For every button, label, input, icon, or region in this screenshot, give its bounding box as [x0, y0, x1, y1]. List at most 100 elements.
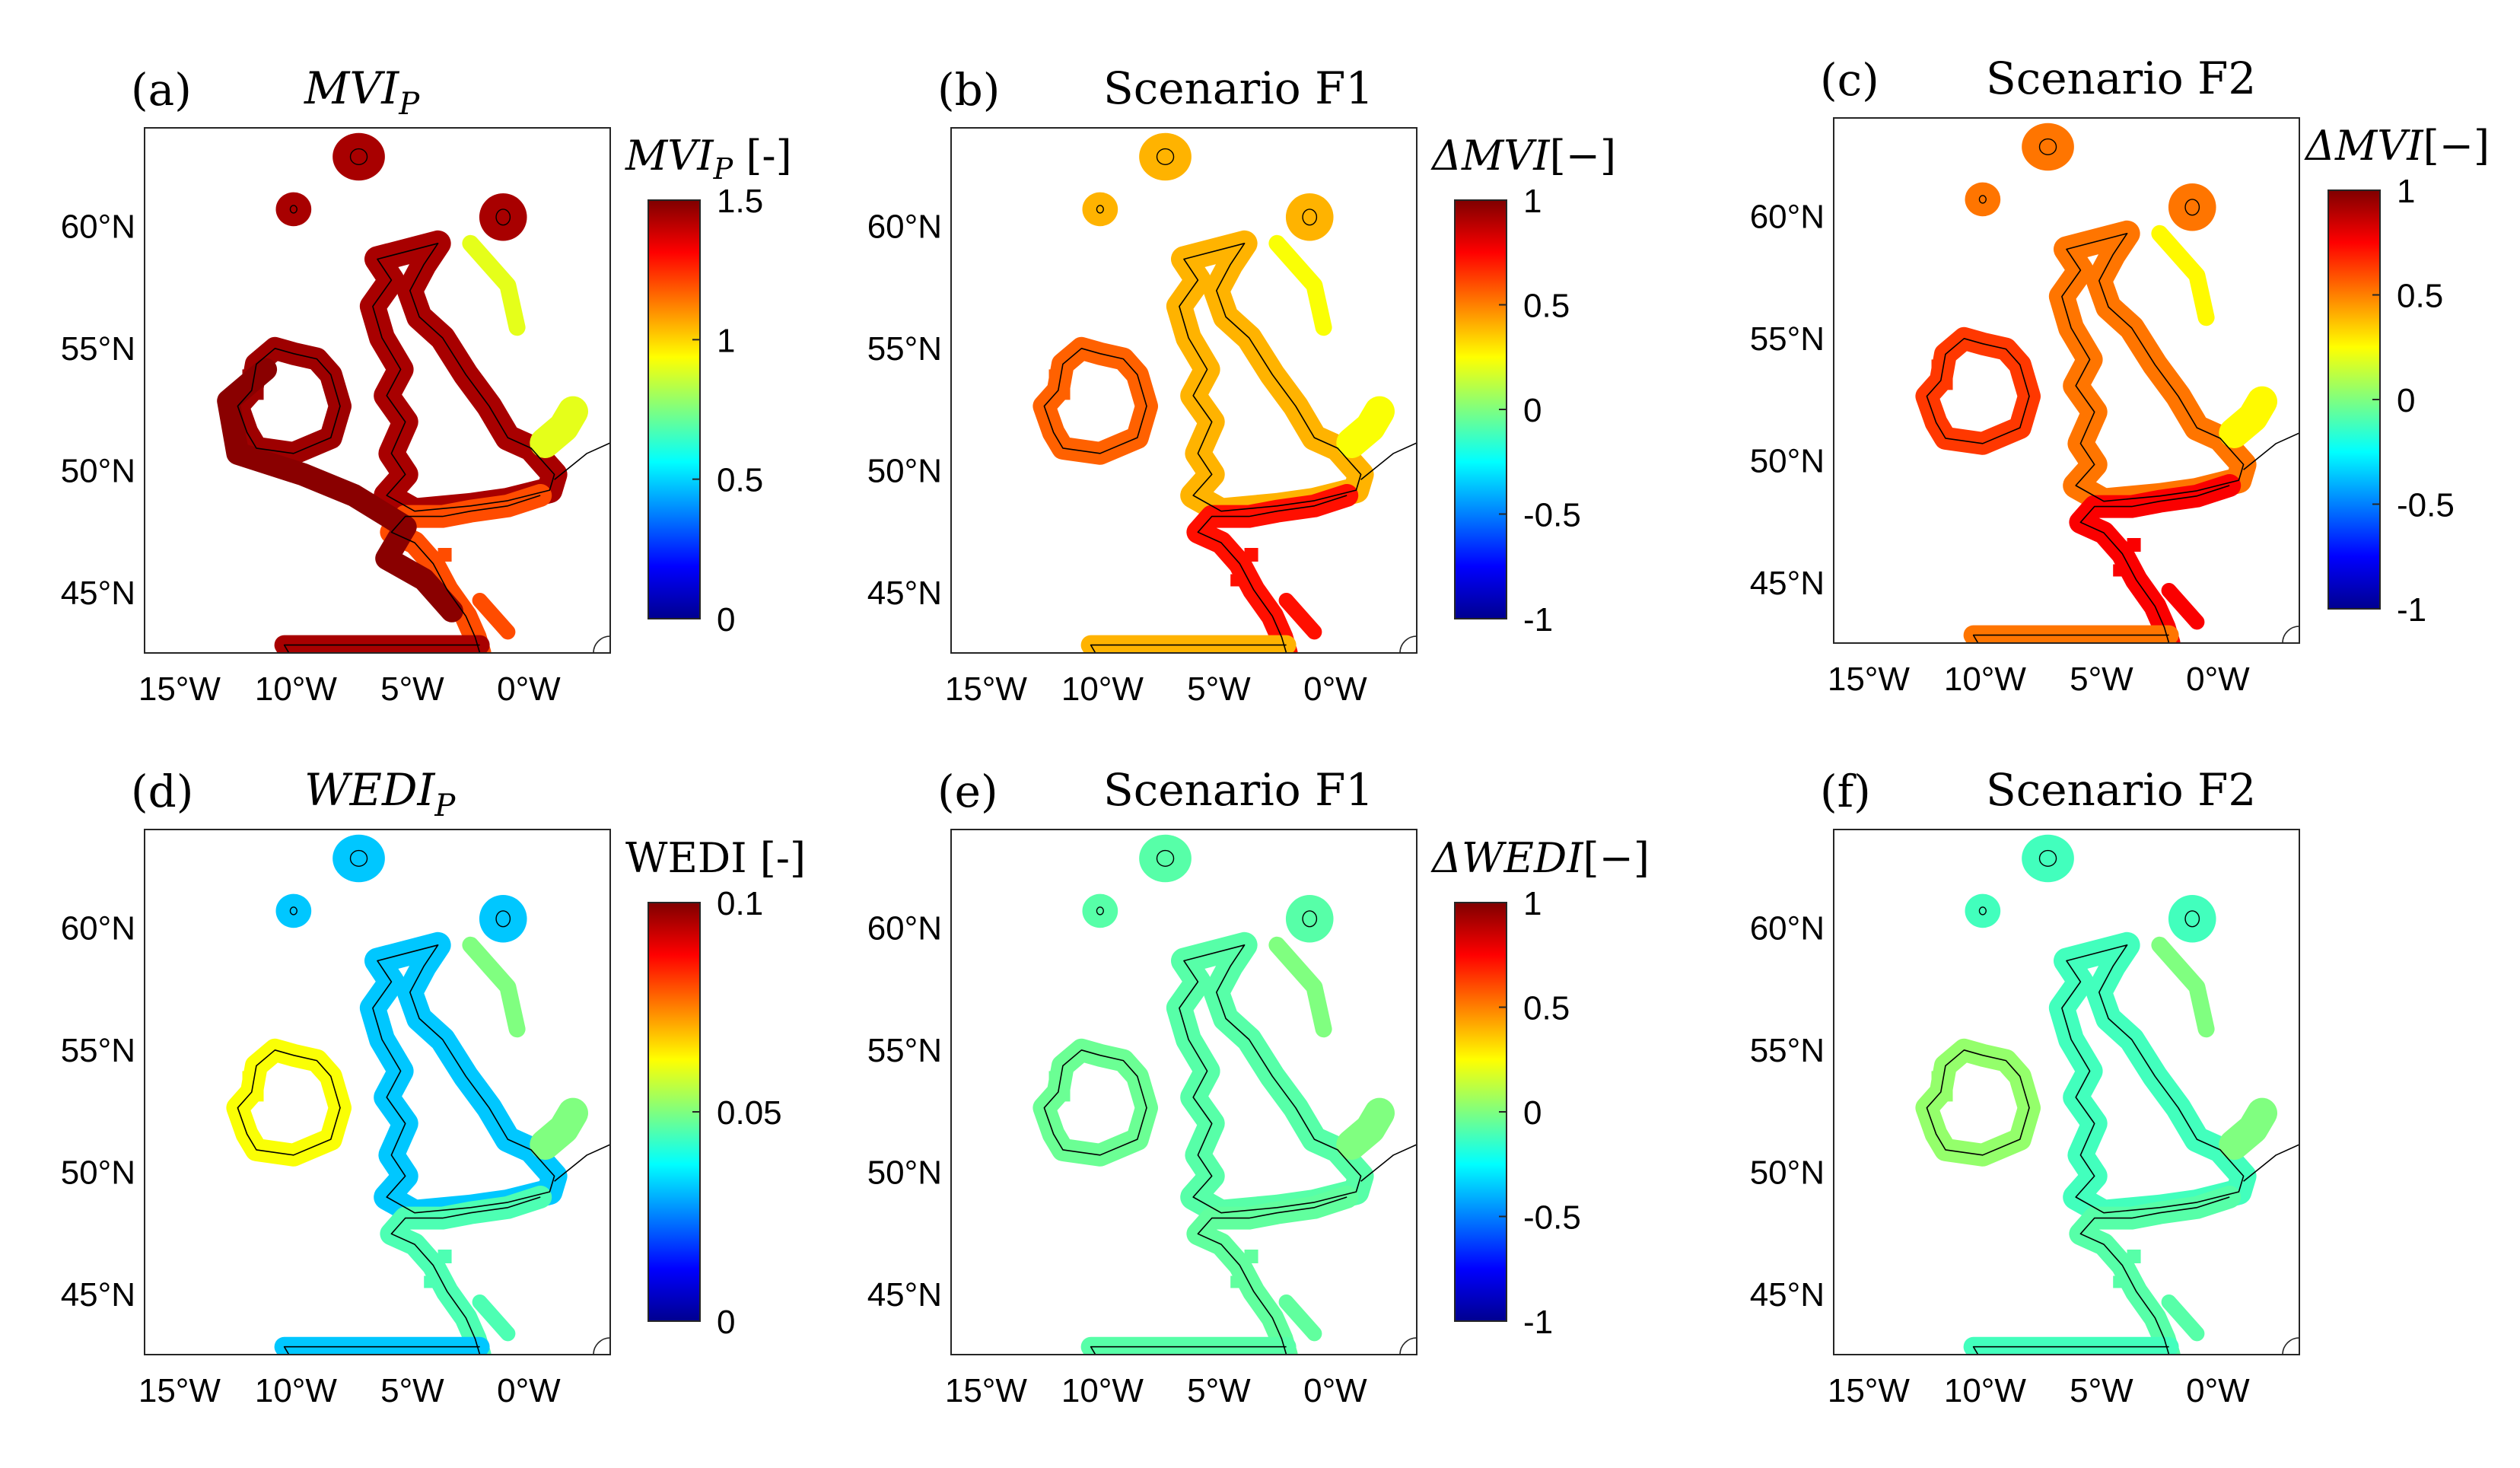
- colorbar: [2328, 189, 2381, 610]
- coastline-island: [1156, 148, 1175, 165]
- panel-title: Scenario F2: [1986, 764, 2256, 816]
- offshore-data-cell: [1244, 548, 1258, 562]
- coastal-data-band: [1032, 336, 1158, 465]
- map-data-layer: [1915, 834, 2299, 1355]
- colorbar-label: ΔMVI[−]: [2304, 122, 2490, 170]
- coastal-data-band: [1268, 234, 1332, 336]
- x-tick-label: 10°W: [255, 1372, 338, 1409]
- coastal-data-band: [2151, 224, 2215, 326]
- coastal-data-band: [1963, 1336, 2179, 1355]
- y-tick-label: 60°N: [61, 208, 135, 245]
- coastal-data-band: [2161, 583, 2205, 630]
- x-tick-label: 10°W: [1944, 1372, 2027, 1409]
- x-tick-label: 0°W: [2186, 661, 2250, 698]
- x-tick-label: 5°W: [1187, 670, 1251, 708]
- offshore-data-cell: [424, 1275, 437, 1288]
- coastline-ireland: [1926, 338, 2030, 444]
- map-corner-arc: [1399, 635, 1418, 654]
- coastal-data-band: [1186, 1186, 1359, 1355]
- colorbar-label-units: [−]: [1583, 834, 1650, 882]
- coastline-ireland: [237, 1049, 341, 1156]
- island-data-cell: [1139, 834, 1192, 883]
- coastal-data-band: [2048, 220, 2257, 514]
- coastal-data-band: [1915, 1038, 2041, 1167]
- coastal-data-band: [1166, 230, 1374, 524]
- coastal-data-band: [359, 931, 568, 1226]
- coastline-spain: [283, 644, 480, 653]
- colorbar-label-units: [−]: [1550, 132, 1616, 180]
- colorbar-label-text: WEDI: [625, 834, 747, 882]
- x-tick-label: 5°W: [380, 1372, 444, 1409]
- coastline-island: [349, 849, 368, 867]
- colorbar-tick-label: -0.5: [1523, 1199, 1581, 1237]
- coastline-great-britain: [372, 243, 555, 512]
- colorbar-tick-label: -0.5: [2397, 487, 2455, 524]
- colorbar-label-units: [−]: [2423, 122, 2490, 170]
- x-tick-label: 0°W: [497, 1372, 561, 1409]
- coastline-spain: [1090, 644, 1287, 653]
- map-data-layer: [217, 132, 610, 653]
- y-tick-label: 60°N: [61, 909, 135, 947]
- coastal-data-band: [359, 230, 568, 524]
- colorbar-tick-label: 1: [2397, 173, 2415, 210]
- x-tick-label: 5°W: [2070, 1372, 2133, 1409]
- colorbar: [1454, 902, 1507, 1322]
- colorbar-tick-label: 0.5: [1523, 990, 1570, 1027]
- x-tick-label: 15°W: [138, 1372, 221, 1409]
- island-data-cell: [1082, 893, 1118, 928]
- offshore-data-cell: [438, 1250, 452, 1263]
- coastal-data-band: [1336, 396, 1395, 458]
- map-corner-arc: [1399, 1337, 1418, 1355]
- coastline-island: [2184, 199, 2200, 216]
- colorbar-tick-label: 0.5: [2397, 278, 2443, 315]
- colorbar-tick-label: 0.5: [1523, 288, 1570, 325]
- island-data-cell: [1285, 193, 1334, 241]
- colorbar-tick-label: 1: [1523, 885, 1542, 922]
- y-tick-label: 45°N: [1750, 565, 1825, 602]
- panel-e: (e) Scenario F1 15°W 10°W 5°W 0°W 45°N 50°N 55°N…: [867, 764, 1650, 1409]
- coastal-data-band: [1278, 593, 1322, 640]
- coastal-data-band: [1166, 931, 1374, 1226]
- coastline-island: [1978, 195, 1987, 204]
- coastal-data-band: [1336, 1097, 1395, 1160]
- colorbar-label-subscript: P: [713, 152, 734, 186]
- coastal-data-band: [530, 396, 588, 458]
- coastline-france: [390, 495, 541, 653]
- offshore-data-cell: [1230, 574, 1243, 587]
- panel-title-text: WEDI: [304, 764, 435, 816]
- coastline-france: [2079, 485, 2230, 643]
- x-tick-label: 15°W: [945, 1372, 1028, 1409]
- coastline-france: [2079, 1196, 2230, 1355]
- coastline-island: [2184, 910, 2200, 928]
- colorbar: [648, 902, 701, 1322]
- coastline-continent: [554, 1144, 610, 1182]
- colorbar-label-units: [-]: [733, 132, 792, 180]
- x-tick-label: 0°W: [1303, 670, 1367, 708]
- panel-f: (f) Scenario F2 15°W 10°W 5°W 0°W 45°N 50°N 55°N…: [1750, 764, 2300, 1409]
- offshore-data-cell: [2113, 1275, 2126, 1288]
- coastline-ireland: [1043, 348, 1147, 454]
- y-tick-label: 60°N: [867, 909, 942, 947]
- panel-title-text: MVI: [304, 62, 399, 114]
- panel-title: Scenario F1: [1103, 764, 1373, 816]
- offshore-data-cell: [1244, 1250, 1258, 1263]
- island-data-cell: [2022, 834, 2074, 883]
- y-tick-label: 50°N: [1750, 442, 1825, 479]
- coastline-continent: [1360, 1144, 1417, 1182]
- coastline-island: [289, 906, 298, 916]
- panel-letter: (e): [937, 766, 998, 817]
- colorbar-tick-label: 0: [1523, 1094, 1542, 1132]
- coastline-island: [1302, 910, 1318, 928]
- panel-title: WEDIP: [304, 764, 456, 823]
- map-corner-arc: [2282, 1337, 2300, 1355]
- colorbar: [1454, 199, 1507, 619]
- island-data-cell: [2168, 895, 2216, 943]
- island-data-cell: [275, 893, 312, 928]
- y-tick-label: 45°N: [61, 575, 135, 612]
- x-tick-label: 0°W: [1303, 1372, 1367, 1409]
- coastal-data-band: [1915, 326, 2041, 455]
- offshore-data-cell: [438, 548, 452, 562]
- x-tick-label: 5°W: [380, 670, 444, 708]
